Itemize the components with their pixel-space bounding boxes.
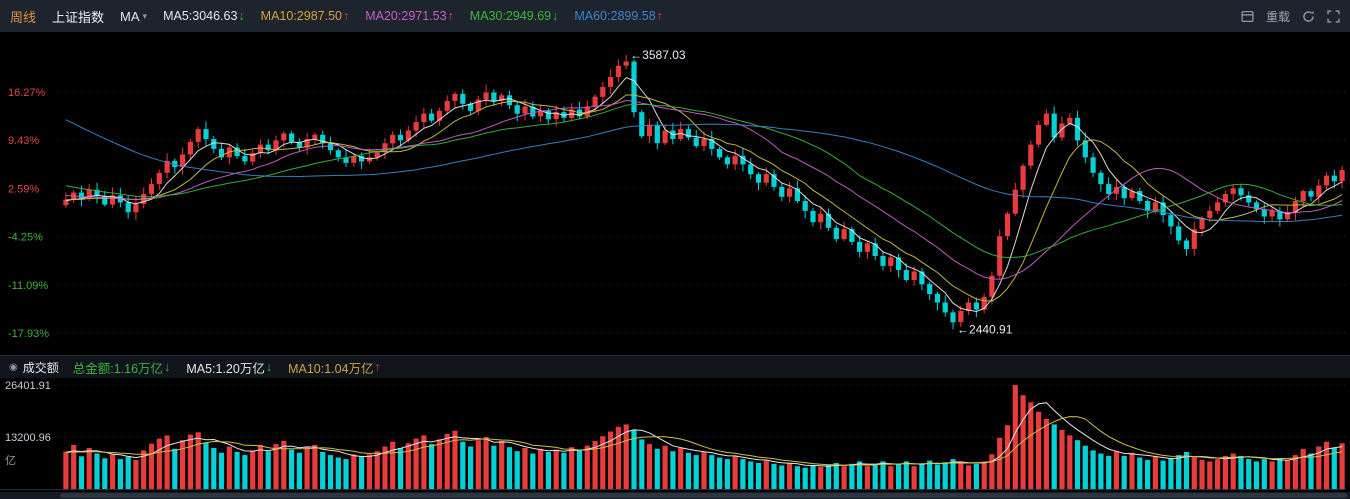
volume-bars-layer	[63, 385, 1345, 489]
candlestick-chart[interactable]: 16.27% 9.43% 2.59% -4.25% -11.09% -17.93% ←358…	[0, 32, 1350, 355]
chart-toolbar: 周线 上证指数 MA ▾ MA5:3046.63 ↓ MA10:2987.50 ↑ MA…	[0, 0, 1350, 32]
index-name[interactable]: 上证指数	[52, 9, 105, 25]
legend-label: MA20:2971.53	[365, 9, 447, 23]
legend-item: MA5:1.20万亿 ↓	[186, 358, 272, 377]
legend-item: MA10:2987.50 ↑	[261, 9, 350, 23]
section-toggle-icon: ◉	[9, 361, 18, 373]
arrow-down-icon: ↓	[164, 360, 171, 374]
legend-label: MA60:2899.58	[574, 9, 656, 23]
volume-gridlines: 26401.91 13200.96 亿	[0, 380, 1346, 490]
candles-layer	[63, 55, 1345, 330]
volume-header: ◉ 成交额 总金额:1.16万亿 ↓ MA5:1.20万亿 ↓ MA10:1.04万亿 ↑	[0, 355, 1350, 378]
legend-item: MA60:2899.58 ↑	[574, 9, 663, 23]
legend-label: MA10:1.04万亿	[288, 361, 374, 376]
arrow-up-icon: ↑	[656, 9, 663, 23]
svg-text:16.27%: 16.27%	[8, 87, 46, 99]
legend-item: 总金额:1.16万亿 ↓	[73, 358, 171, 377]
volume-section-toggle[interactable]: ◉ 成交额	[9, 359, 59, 376]
ma-lines-layer	[65, 77, 1343, 313]
arrow-up-icon: ↑	[374, 360, 381, 374]
main-chart-panel: 16.27% 9.43% 2.59% -4.25% -11.09% -17.93% ←358…	[0, 32, 1350, 355]
legend-label: 总金额:1.16万亿	[72, 361, 164, 376]
svg-text:26401.91: 26401.91	[5, 380, 51, 392]
period-tab-weekly[interactable]: 周线	[10, 9, 37, 25]
svg-text:-17.93%: -17.93%	[8, 328, 49, 340]
refresh-icon[interactable]	[1302, 10, 1315, 23]
svg-text:亿: 亿	[5, 454, 16, 467]
arrow-down-icon: ↓	[265, 360, 273, 374]
legend-label: MA10:2987.50	[260, 9, 342, 23]
scrollbar-handle[interactable]	[60, 493, 1347, 498]
legend-label: MA30:2949.69	[469, 9, 552, 23]
main-gridlines: 16.27% 9.43% 2.59% -4.25% -11.09% -17.93%	[8, 87, 1346, 340]
price-annotation: ←3587.03	[630, 48, 686, 62]
arrow-down-icon: ↓	[238, 9, 245, 23]
legend-item: MA10:1.04万亿 ↑	[288, 358, 381, 377]
volume-title: 成交额	[22, 360, 59, 375]
ma-dropdown-label: MA	[120, 8, 140, 24]
chevron-down-icon: ▾	[142, 10, 148, 21]
legend-item: MA30:2949.69 ↓	[470, 9, 559, 23]
ma-legend: MA5:3046.63 ↓ MA10:2987.50 ↑ MA20:2971.53 ↑ MA…	[163, 9, 663, 23]
legend-item: MA20:2971.53 ↑	[365, 9, 454, 23]
chart-scrollbar[interactable]	[0, 492, 1350, 499]
svg-text:2.59%: 2.59%	[8, 183, 39, 195]
toolbar-actions: 重载	[1241, 8, 1340, 25]
fullscreen-icon[interactable]	[1327, 9, 1340, 23]
price-annotation: ←2440.91	[957, 322, 1013, 336]
svg-text:9.43%: 9.43%	[8, 135, 39, 147]
reload-button[interactable]: 重载	[1265, 9, 1290, 24]
arrow-down-icon: ↓	[552, 9, 559, 23]
svg-text:-4.25%: -4.25%	[8, 232, 43, 244]
volume-ma-layer	[65, 402, 1343, 467]
annotations-layer: ←3587.03 ←2440.91	[630, 48, 1013, 336]
panel-icon[interactable]	[1241, 10, 1254, 23]
ma-dropdown[interactable]: MA ▾	[120, 9, 147, 24]
volume-legend: 总金额:1.16万亿 ↓ MA5:1.20万亿 ↓ MA10:1.04万亿 ↑	[73, 358, 381, 377]
volume-chart[interactable]: 26401.91 13200.96 亿	[0, 378, 1350, 492]
arrow-up-icon: ↑	[447, 9, 454, 23]
svg-text:13200.96: 13200.96	[5, 432, 51, 444]
volume-chart-panel: 26401.91 13200.96 亿	[0, 378, 1350, 492]
arrow-up-icon: ↑	[342, 9, 350, 23]
legend-label: MA5:3046.63	[163, 9, 238, 23]
legend-item: MA5:3046.63 ↓	[163, 9, 245, 23]
legend-label: MA5:1.20万亿	[186, 361, 265, 376]
svg-text:-11.09%: -11.09%	[8, 280, 48, 292]
